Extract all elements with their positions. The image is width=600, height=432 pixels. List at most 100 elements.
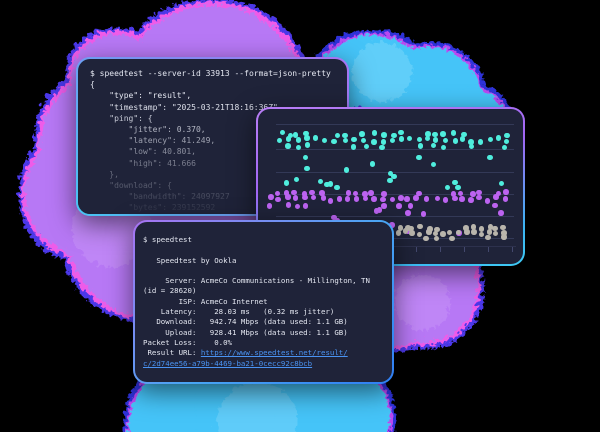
chart-dot <box>268 194 274 200</box>
chart-dot <box>503 189 509 195</box>
chart-dot <box>389 137 396 144</box>
chart-dot <box>427 226 433 232</box>
chart-dot <box>387 177 393 184</box>
chart-dot <box>442 137 449 144</box>
terminal-line: Packet Loss: 0.0% <box>143 338 384 348</box>
terminal-line <box>143 245 384 255</box>
chart-dot <box>416 136 423 143</box>
terminal-line: ISP: AcmeCo Internet <box>143 297 384 307</box>
chart-dot <box>353 196 360 202</box>
chart-dot <box>501 234 507 240</box>
chart-dot <box>468 143 475 150</box>
terminal-line <box>143 266 384 276</box>
chart-dot <box>430 142 437 149</box>
chart-dot <box>381 191 387 197</box>
chart-dot <box>504 132 510 139</box>
chart-dot <box>471 229 477 235</box>
chart-dot <box>283 190 290 196</box>
terminal-line: c/2d74ee56-a79b-4469-ba21-0cecc92c8bcb <box>143 359 384 369</box>
chart-dot <box>487 154 493 161</box>
terminal-line-text: Upload: 928.41 Mbps (data used: 1.1 GB) <box>143 327 348 337</box>
terminal-line-text: "jitter": 0.370, <box>90 124 206 134</box>
chart-dot <box>321 137 328 144</box>
chart-dot <box>468 139 474 145</box>
result-url-link[interactable]: c/2d74ee56-a79b-4469-ba21-0cecc92c8bcb <box>143 358 313 368</box>
chart-dot <box>292 195 299 201</box>
chart-dot <box>363 143 370 150</box>
chart-dot <box>501 230 507 236</box>
chart-dot <box>345 190 352 196</box>
chart-dot <box>381 132 387 138</box>
terminal-line-text: "download": { <box>90 180 172 190</box>
chart-dot <box>408 225 414 232</box>
result-terminal-screen: $ speedtest Speedtest by Ookla Server: A… <box>135 222 392 382</box>
chart-dot <box>274 190 281 197</box>
chart-dot <box>387 170 394 177</box>
chart-dot <box>459 136 466 142</box>
chart-dot <box>503 138 510 145</box>
chart-dot <box>391 173 397 180</box>
chart-dot <box>487 224 494 230</box>
chart-dot <box>398 195 404 201</box>
chart-dot <box>501 144 507 151</box>
terminal-line-text: "ping": { <box>90 113 153 123</box>
chart-dot <box>450 191 456 197</box>
chart-dot <box>434 195 441 202</box>
chart-dot <box>444 184 451 191</box>
chart-dot <box>420 211 427 217</box>
chart-dot <box>405 228 411 235</box>
chart-dot <box>266 203 273 209</box>
terminal-line-text: "high": 41.666 <box>90 158 196 168</box>
terminal-line-text: Latency: 28.03 ms (0.32 ms jitter) <box>143 307 335 317</box>
chart-dot <box>396 203 402 209</box>
chart-dot <box>395 230 402 236</box>
chart-dot <box>500 224 506 231</box>
chart-dot <box>495 135 502 141</box>
chart-dot <box>404 196 410 202</box>
chart-dot <box>283 180 290 186</box>
result-url-link[interactable]: https://www.speedtest.net/result/ <box>200 348 348 358</box>
chart-dot <box>432 230 439 237</box>
chart-dot <box>498 210 504 216</box>
chart-dot <box>317 178 324 185</box>
chart-dot <box>423 196 430 202</box>
chart-dot <box>413 195 419 201</box>
chart-dot <box>376 207 383 213</box>
gridline <box>276 124 514 125</box>
chart-dot <box>452 138 459 144</box>
terminal-line: Server: AcmeCo Communications - Millingt… <box>143 276 384 286</box>
terminal-line-text: }, <box>90 169 119 179</box>
chart-dot <box>292 132 299 138</box>
x-axis-tick <box>464 247 465 252</box>
terminal-line: $ speedtest <box>143 235 384 245</box>
chart-dot <box>424 135 431 142</box>
chart-dot <box>293 176 300 183</box>
chart-dot <box>373 208 380 214</box>
chart-dot <box>303 130 309 137</box>
chart-dot <box>398 129 404 136</box>
chart-dot <box>426 229 432 235</box>
chart-dot <box>463 225 469 231</box>
chart-dot <box>380 196 386 203</box>
chart-dot <box>425 131 431 137</box>
chart-dot <box>402 228 409 234</box>
chart-dot <box>495 190 502 197</box>
chart-dot <box>455 184 461 191</box>
gridline <box>276 216 514 217</box>
chart-dot <box>389 222 395 228</box>
chart-dot <box>452 179 458 186</box>
chart-dot <box>334 184 340 191</box>
x-axis-tick <box>416 247 417 252</box>
terminal-line-text: "low": 40.801, <box>90 147 196 157</box>
chart-dot <box>294 203 301 210</box>
chart-dot <box>476 189 482 196</box>
chart-dot <box>487 136 494 143</box>
chart-dot <box>470 224 477 230</box>
terminal-line-text: { <box>90 80 95 90</box>
chart-dot <box>406 135 413 142</box>
chart-dot <box>498 180 505 187</box>
chart-dot <box>342 137 349 144</box>
chart-dot <box>304 142 311 148</box>
chart-dot <box>276 137 283 144</box>
